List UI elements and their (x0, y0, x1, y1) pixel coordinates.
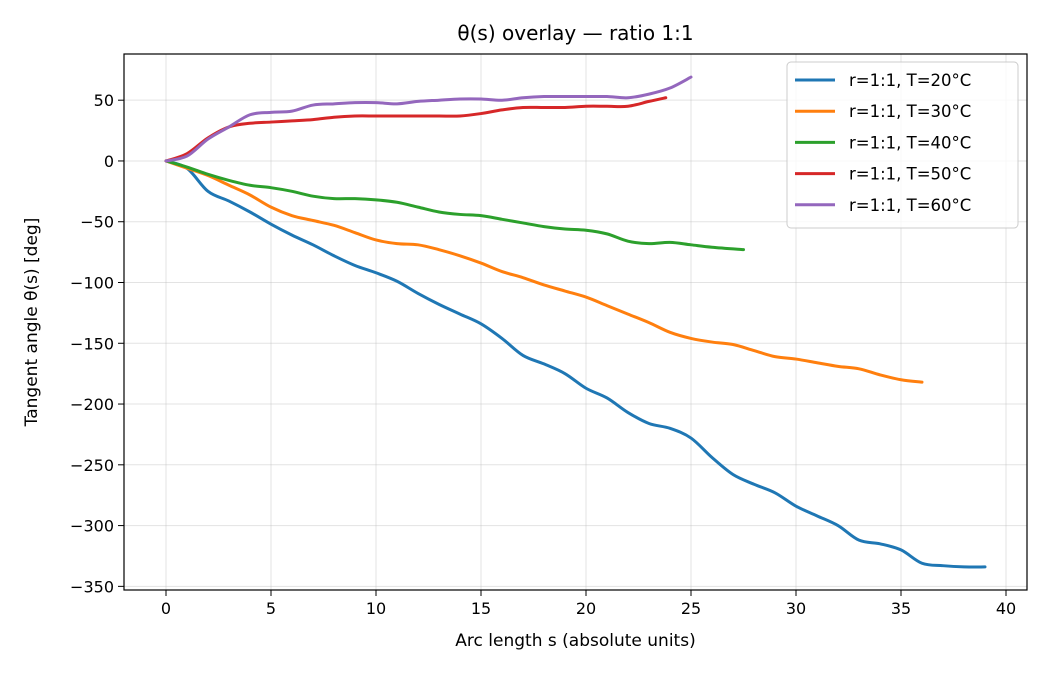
x-tick-label: 5 (266, 599, 276, 618)
legend-label-3: r=1:1, T=40°C (849, 133, 971, 152)
legend: r=1:1, T=20°C r=1:1, T=30°C r=1:1, T=40°C r… (786, 61, 1019, 229)
legend-label-2: r=1:1, T=30°C (849, 102, 971, 121)
legend-box (786, 61, 1019, 229)
y-tick-label: −150 (70, 334, 114, 353)
legend-label-5: r=1:1, T=60°C (849, 196, 971, 215)
series-line-1 (164, 159, 987, 569)
series-line-4 (164, 96, 668, 163)
y-tick-label: −250 (70, 456, 114, 475)
legend-label-4: r=1:1, T=50°C (849, 165, 971, 184)
x-tick-label: 0 (161, 599, 171, 618)
y-tick-label: 0 (104, 152, 114, 171)
y-tick-label: −100 (70, 273, 114, 292)
x-tick-label: 30 (786, 599, 806, 618)
y-tick-label: 50 (94, 91, 114, 110)
axis-ticks: 0 5 10 15 20 25 30 35 40 50 0 −50 −100 −150 −200 −250 −3… (70, 91, 1016, 618)
x-axis-label: Arc length s (absolute units) (455, 631, 695, 651)
series-line-5 (164, 75, 693, 163)
x-tick-label: 15 (471, 599, 491, 618)
y-tick-label: −350 (70, 577, 114, 596)
legend-label-1: r=1:1, T=20°C (849, 71, 971, 90)
x-tick-label: 25 (681, 599, 701, 618)
y-tick-label: −300 (70, 517, 114, 536)
y-tick-label: −200 (70, 395, 114, 414)
x-tick-label: 40 (996, 599, 1016, 618)
series-line-3 (164, 159, 745, 252)
x-tick-label: 35 (891, 599, 911, 618)
series-line-2 (164, 159, 924, 384)
x-tick-label: 20 (576, 599, 596, 618)
series-lines (164, 75, 987, 569)
chart-title: θ(s) overlay — ratio 1:1 (457, 21, 693, 45)
y-tick-label: −50 (80, 213, 114, 232)
x-tick-label: 10 (366, 599, 386, 618)
y-axis-label: Tangent angle θ(s) [deg] (22, 218, 42, 428)
plot-frame (123, 53, 1028, 591)
